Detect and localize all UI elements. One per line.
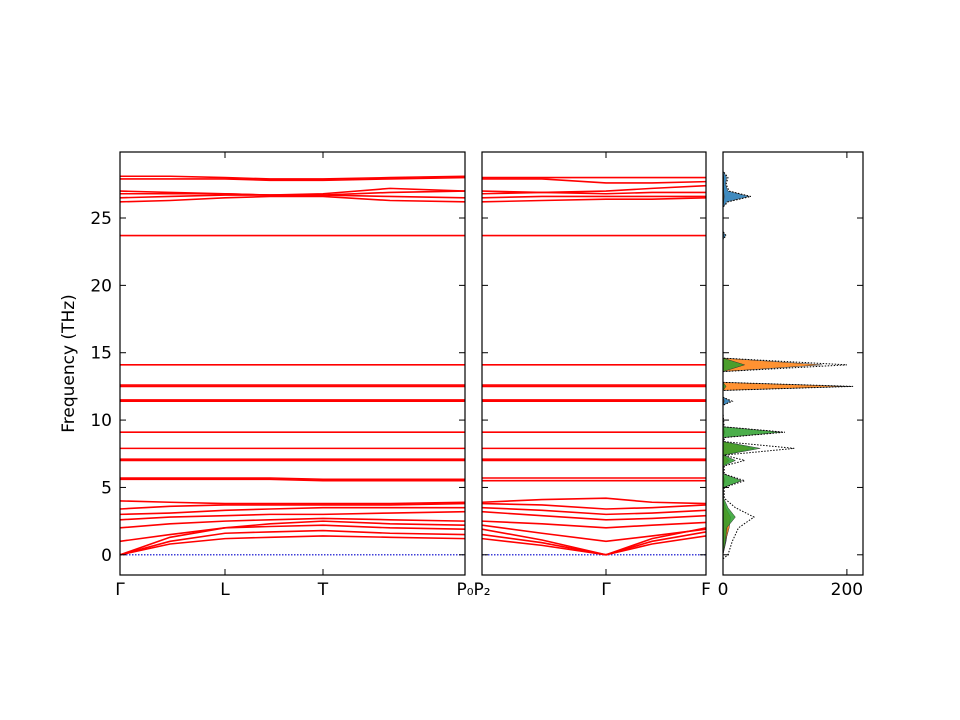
dos-curve <box>723 157 782 559</box>
band-line <box>120 535 465 556</box>
dos-curve <box>723 157 854 560</box>
band-line <box>120 502 465 510</box>
band-line <box>120 477 465 481</box>
band-line <box>120 517 465 529</box>
plot-area <box>120 175 465 556</box>
band-line <box>120 510 465 521</box>
y-tick-label: 20 <box>90 276 112 296</box>
x-tick-label: Γ <box>601 580 611 600</box>
band-line <box>120 176 465 182</box>
axes-frame <box>119 151 466 576</box>
band-line <box>120 195 465 203</box>
dos-curve <box>723 157 850 559</box>
band-line <box>120 506 465 516</box>
band-line <box>120 187 465 196</box>
y-tick-label: 15 <box>90 344 112 364</box>
band-line <box>482 197 706 203</box>
y-tick-label: 0 <box>101 546 112 566</box>
x-tick-label: P₀ <box>456 580 473 600</box>
band-line <box>482 497 706 505</box>
band-line <box>482 502 706 510</box>
x-tick-label: L <box>220 580 230 600</box>
band-line <box>482 520 706 529</box>
band-line <box>482 527 706 556</box>
y-axis-label: Frequency (THz) <box>59 294 79 433</box>
x-tick-label: F <box>701 580 711 600</box>
band-line <box>482 178 706 184</box>
x-tick-label: P₂ <box>473 580 490 600</box>
axes-frame <box>481 151 707 576</box>
axes-frame <box>722 151 864 576</box>
band-line <box>120 500 465 505</box>
band-line <box>120 529 465 556</box>
band-line <box>482 190 706 195</box>
band-line <box>482 506 706 516</box>
y-tick-label: 10 <box>90 411 112 431</box>
band-line <box>482 524 706 543</box>
x-tick-label: 200 <box>831 580 863 600</box>
x-tick-label: Γ <box>115 580 125 600</box>
band-line <box>120 175 465 180</box>
plot-area <box>482 176 706 556</box>
band-line <box>482 510 706 521</box>
band-line <box>482 184 706 195</box>
x-tick-label: T <box>317 580 329 600</box>
plot-area <box>723 157 854 560</box>
x-tick-label: 0 <box>718 580 729 600</box>
band-line <box>120 478 465 482</box>
band-line <box>482 195 706 199</box>
y-tick-label: 25 <box>90 209 112 229</box>
y-tick-label: 5 <box>101 478 112 498</box>
band-line <box>120 524 465 556</box>
band-line <box>120 520 465 543</box>
